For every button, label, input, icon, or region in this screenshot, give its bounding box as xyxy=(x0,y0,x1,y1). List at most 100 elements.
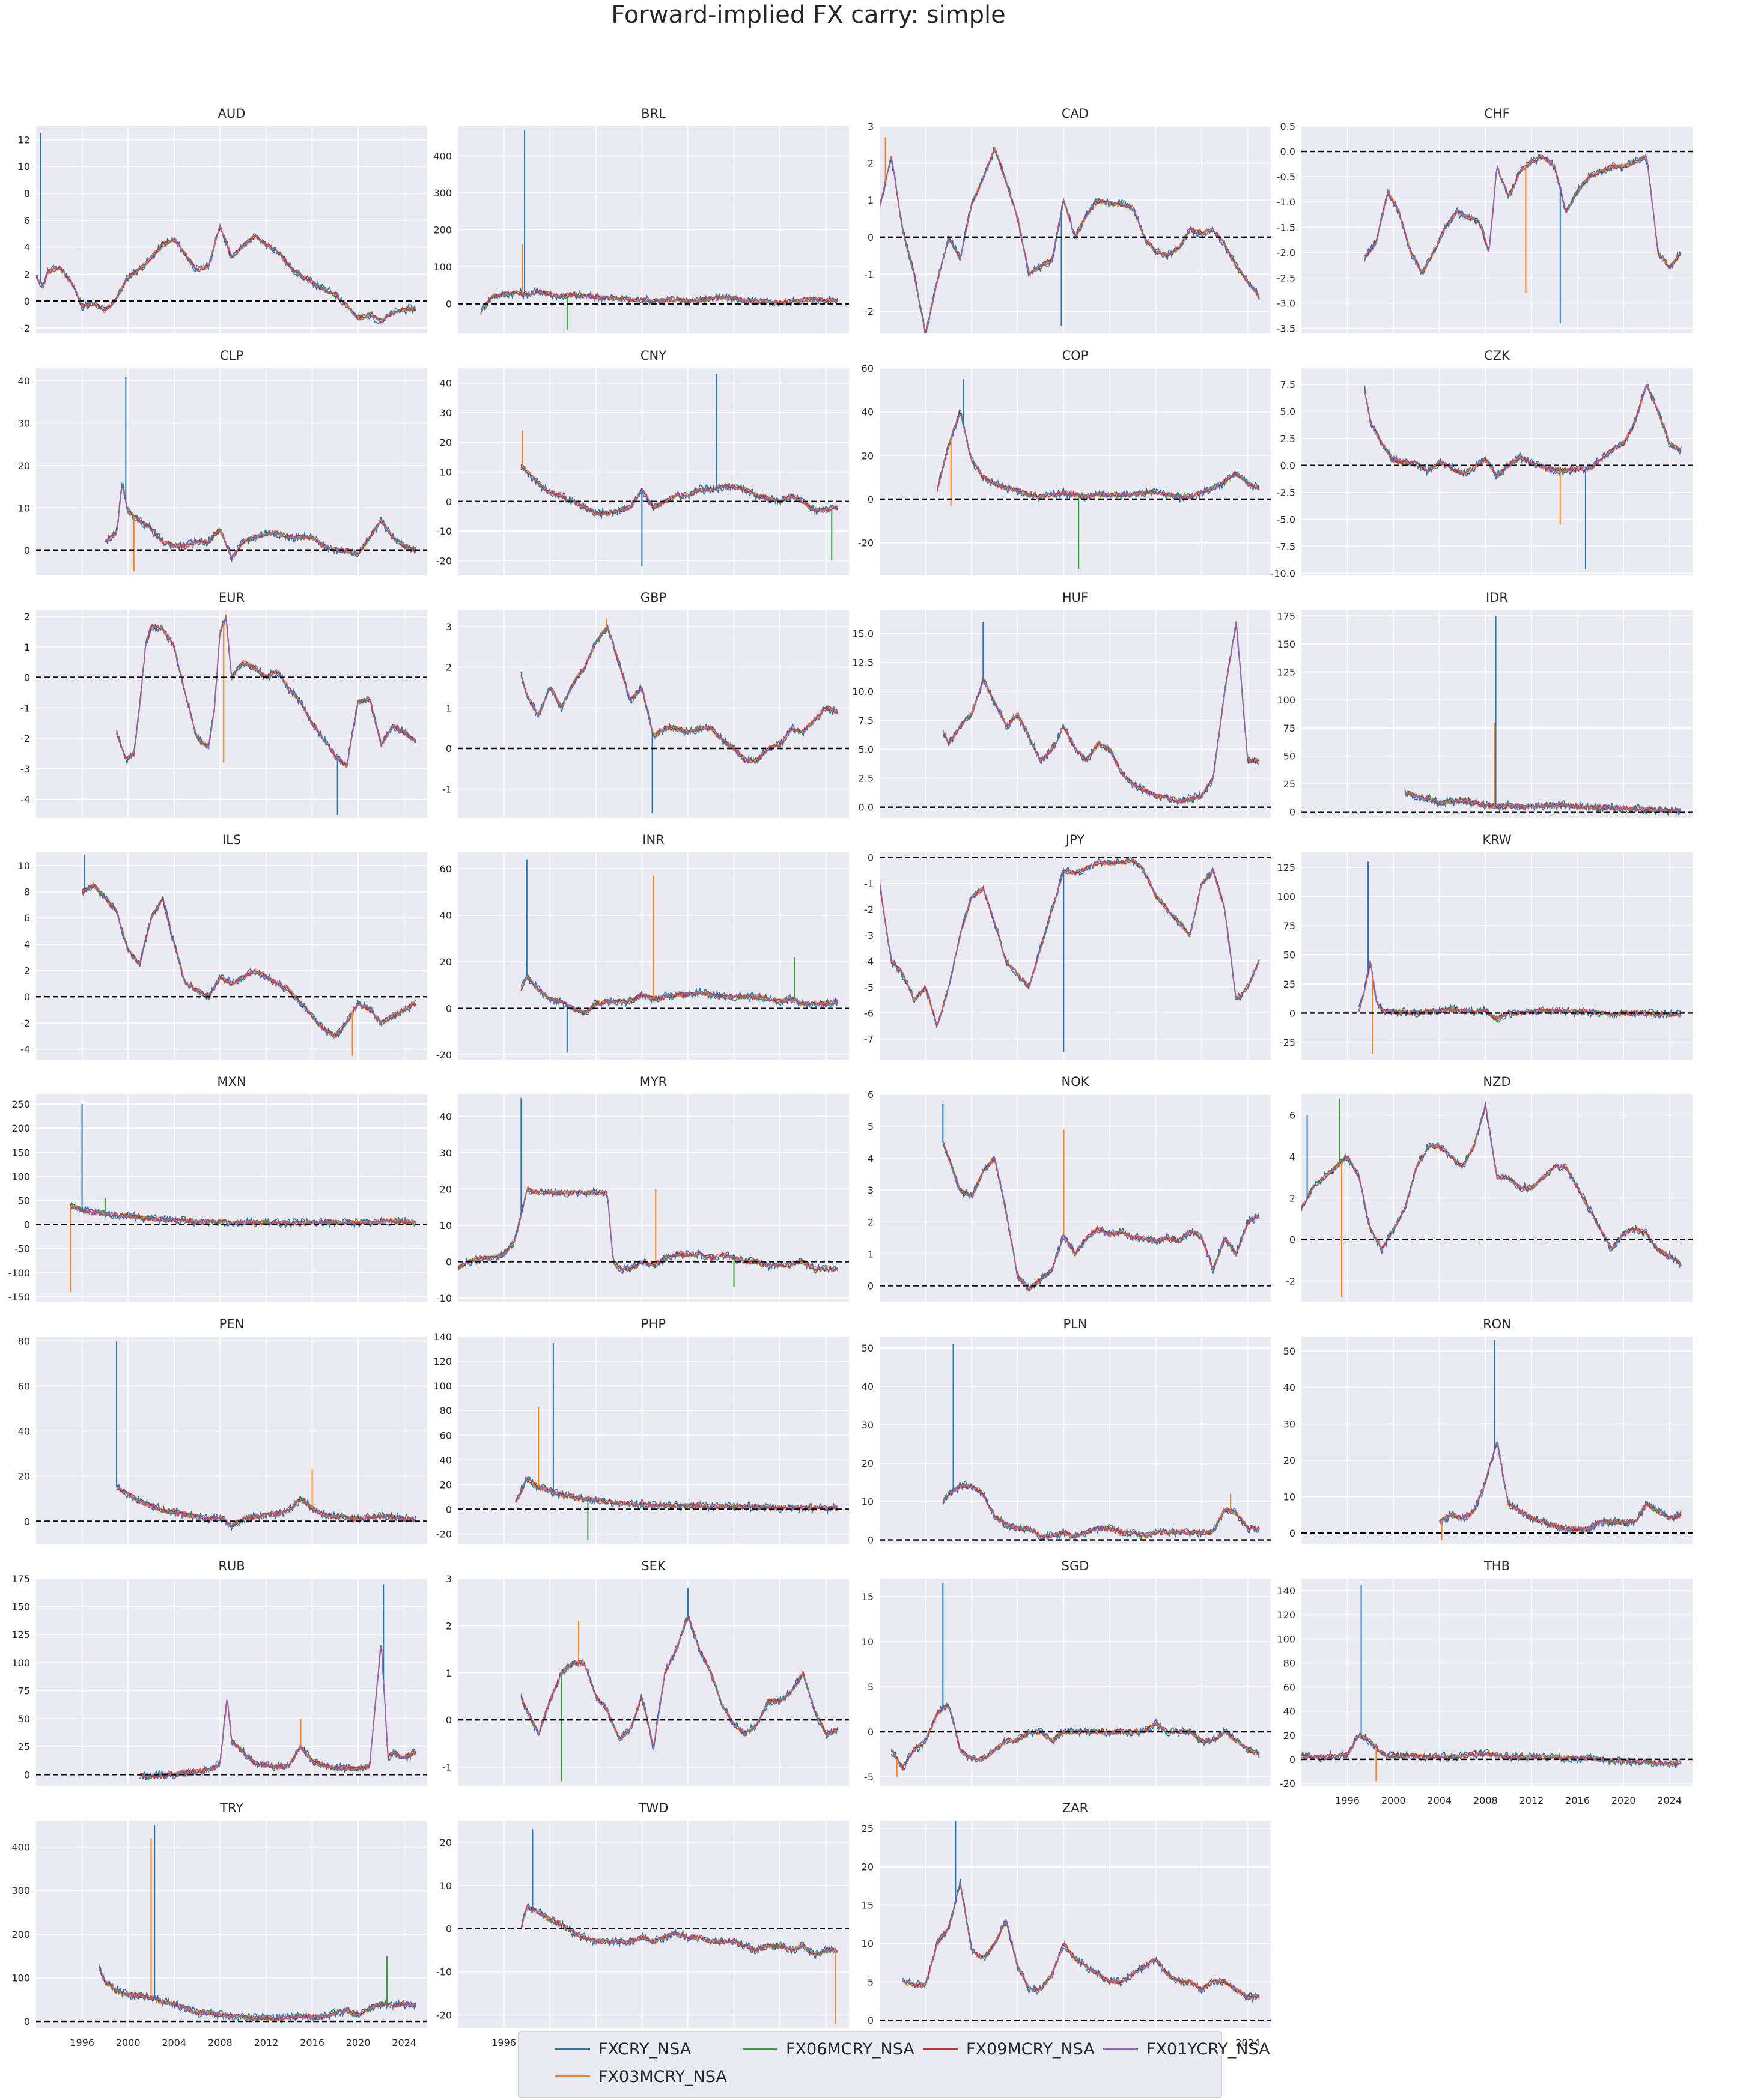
y-tick-label: 80 xyxy=(440,1405,452,1416)
y-tick-label: 40 xyxy=(862,1381,874,1392)
y-tick-label: 4 xyxy=(24,939,30,950)
y-tick-label: 120 xyxy=(433,1356,452,1367)
y-tick-label: 25 xyxy=(862,1823,874,1834)
legend-swatch xyxy=(1103,2048,1138,2050)
series-line-fx09mcry_nsa xyxy=(520,976,838,1016)
y-tick-label: 0 xyxy=(24,991,30,1003)
y-tick-label: 0 xyxy=(1289,1528,1295,1539)
y-tick-label: 140 xyxy=(433,1331,452,1343)
y-tick-label: 20 xyxy=(440,437,452,448)
y-tick-label: 7.5 xyxy=(1280,379,1295,390)
panel-background xyxy=(1301,1337,1693,1544)
panel-nzd: -2 0 2 4 6 NZD xyxy=(1286,1075,1693,1302)
y-tick-label: -2 xyxy=(864,904,874,915)
y-tick-label: 200 xyxy=(11,1123,30,1134)
series-line-fxcry_nsa xyxy=(1404,788,1682,817)
panel-title: TWD xyxy=(638,1801,669,1815)
panel-background xyxy=(36,1821,427,2028)
y-tick-label: 40 xyxy=(1283,1382,1295,1394)
y-tick-label: 5.0 xyxy=(859,744,874,755)
y-tick-label: 2 xyxy=(1289,1193,1295,1204)
y-tick-label: 100 xyxy=(11,1657,30,1669)
panel-title: AUD xyxy=(218,106,246,121)
panel-pln: 0 10 20 30 40 50 PLN xyxy=(862,1317,1271,1546)
series-line-fx01ycry_nsa xyxy=(890,1705,1260,1767)
y-tick-label: 10 xyxy=(862,1938,874,1949)
panel-idr: 0 25 50 75 100 125 150 175 IDR xyxy=(1277,590,1693,818)
y-tick-label: -100 xyxy=(8,1267,30,1279)
y-tick-label: 0 xyxy=(446,1714,452,1726)
y-tick-label: 0 xyxy=(1289,1234,1295,1246)
y-tick-label: 2.5 xyxy=(1280,433,1295,445)
y-tick-label: -20 xyxy=(436,2009,452,2021)
y-tick-label: 4 xyxy=(1289,1152,1295,1163)
y-tick-label: -3.0 xyxy=(1277,298,1295,309)
y-tick-label: 2 xyxy=(868,158,874,169)
legend-label: FX06MCRY_NSA xyxy=(786,2040,914,2059)
y-tick-label: -10 xyxy=(436,1967,452,1978)
panel-background xyxy=(880,1337,1271,1544)
y-tick-label: -10.0 xyxy=(1271,568,1295,579)
series-line-fx01ycry_nsa xyxy=(81,884,416,1037)
series-line-fx01ycry_nsa xyxy=(139,1646,416,1779)
y-tick-label: 100 xyxy=(11,1171,30,1182)
y-tick-label: 200 xyxy=(433,225,452,236)
legend-label: FX09MCRY_NSA xyxy=(966,2040,1095,2059)
y-tick-label: 120 xyxy=(1277,1609,1295,1621)
y-tick-label: 3 xyxy=(868,121,874,132)
series-line-fx01ycry_nsa xyxy=(99,1967,416,2022)
x-tick-label: 2016 xyxy=(1565,1795,1590,1806)
series-line-fx01ycry_nsa xyxy=(116,1486,416,1528)
y-tick-label: 75 xyxy=(18,1685,30,1696)
y-tick-label: 300 xyxy=(433,187,452,199)
y-tick-label: 4 xyxy=(868,1153,874,1164)
y-tick-label: 0 xyxy=(24,672,30,684)
y-tick-label: 40 xyxy=(440,910,452,921)
y-tick-label: -10 xyxy=(436,1293,452,1304)
y-tick-label: 20 xyxy=(862,1862,874,1873)
y-tick-label: 0 xyxy=(24,545,30,556)
y-tick-label: 50 xyxy=(1283,950,1295,961)
y-tick-label: 10 xyxy=(440,1880,452,1892)
y-tick-label: 10.0 xyxy=(852,686,874,697)
y-tick-label: -5.0 xyxy=(1277,514,1295,526)
y-tick-label: 7.5 xyxy=(859,715,874,726)
y-tick-label: 20 xyxy=(1283,1730,1295,1741)
x-tick-label: 2012 xyxy=(254,2037,279,2048)
y-tick-label: 200 xyxy=(11,1929,30,1940)
y-tick-label: 10 xyxy=(440,467,452,478)
y-tick-label: 0 xyxy=(446,743,452,754)
series-line-fx01ycry_nsa xyxy=(902,1883,1260,2000)
series-line-fx01ycry_nsa xyxy=(521,975,838,1015)
x-tick-label: 2024 xyxy=(392,2037,416,2048)
y-tick-label: 50 xyxy=(1283,750,1295,762)
panel-title: GBP xyxy=(640,590,666,605)
y-tick-label: -10 xyxy=(436,526,452,537)
x-tick-label: 1996 xyxy=(1335,1795,1360,1806)
panel-background xyxy=(1301,610,1693,818)
y-tick-label: 100 xyxy=(11,1972,30,1983)
legend-label: FX01YCRY_NSA xyxy=(1146,2040,1270,2059)
y-tick-label: -20 xyxy=(1280,1778,1295,1789)
y-tick-label: 30 xyxy=(440,407,452,419)
y-tick-label: 20 xyxy=(862,1458,874,1469)
y-tick-label: 0 xyxy=(446,1256,452,1267)
panel-title: CHF xyxy=(1484,106,1510,121)
panel-background xyxy=(880,1094,1271,1302)
y-tick-label: 15 xyxy=(862,1900,874,1911)
y-tick-label: -1.5 xyxy=(1277,222,1295,233)
y-tick-label: -0.5 xyxy=(1277,171,1295,183)
series-line-fx01ycry_nsa xyxy=(521,464,838,517)
panel-sek: -1 0 1 2 3 SEK xyxy=(442,1559,849,1786)
panel-title: CAD xyxy=(1062,106,1089,121)
y-tick-label: 5.0 xyxy=(1280,406,1295,417)
panel-title: TRY xyxy=(219,1801,243,1815)
panel-title: JPY xyxy=(1065,833,1084,847)
panel-background xyxy=(36,1337,427,1544)
y-tick-label: 0 xyxy=(868,852,874,864)
x-tick-label: 2004 xyxy=(162,2037,186,2048)
panel-myr: -10 0 10 20 30 40 MYR xyxy=(436,1075,849,1304)
panel-title: BRL xyxy=(641,106,666,121)
y-tick-label: -2.0 xyxy=(1277,247,1295,258)
y-tick-label: 80 xyxy=(18,1336,30,1347)
